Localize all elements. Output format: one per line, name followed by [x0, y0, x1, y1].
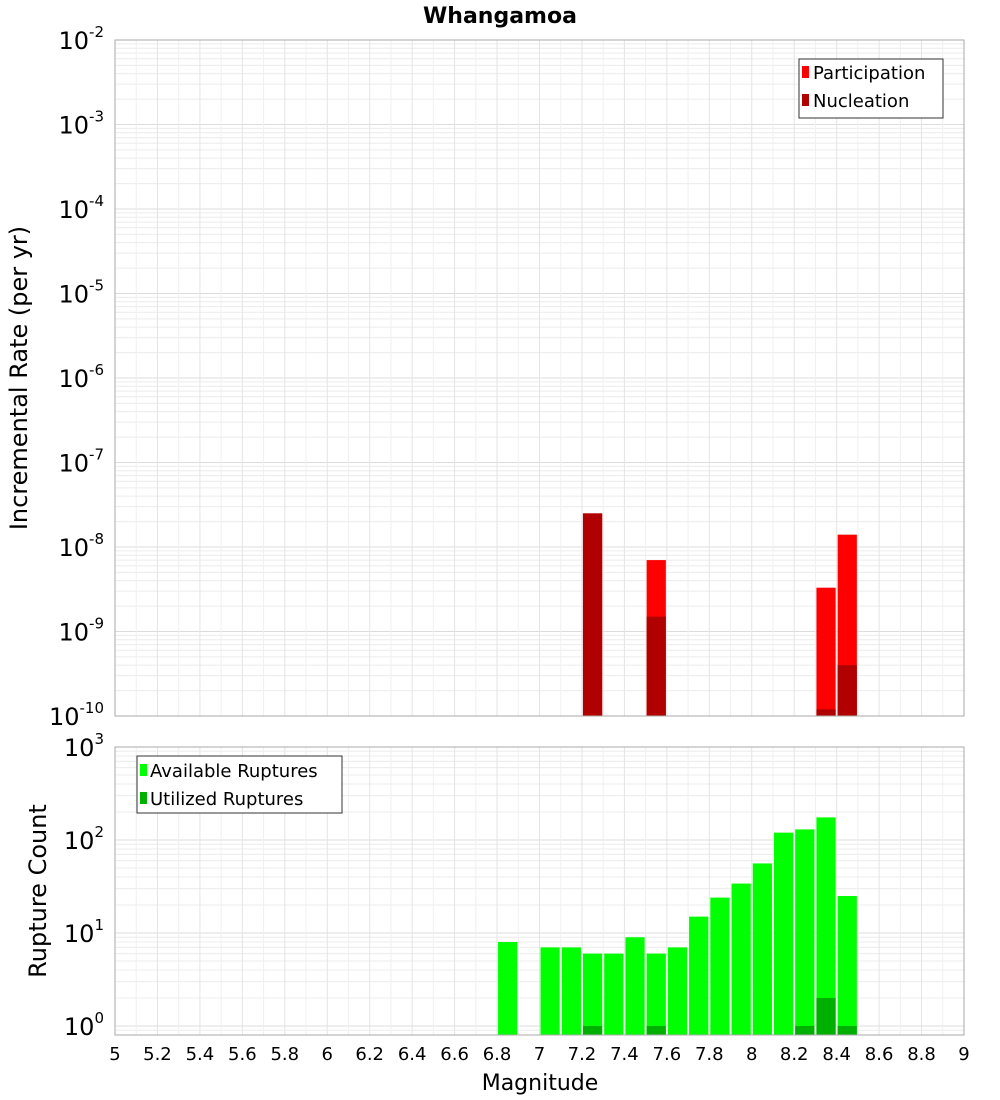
- y-tick-label: 10-2: [58, 23, 104, 55]
- count-y-ticks: 103 102 101 100: [64, 730, 104, 1041]
- count-bar-series2: [837, 1025, 857, 1035]
- x-ticks: 5 5.2 5.4 5.6 5.8 6 6.2 6.4 6.6 6.8 7 7.2 7.4 7.6 7.8 8…: [109, 1044, 969, 1065]
- rate-bar-series2: [646, 616, 666, 716]
- count-bars: [498, 817, 857, 1035]
- x-tick-label: 8.8: [907, 1044, 936, 1065]
- x-tick-label: 8.4: [822, 1044, 851, 1065]
- rate-grid: [114, 39, 965, 717]
- rate-bar-series2: [582, 513, 603, 716]
- y-tick-label: 10-6: [58, 361, 104, 393]
- y-tick-label: 101: [64, 916, 104, 948]
- legend-label-participation: Participation: [813, 63, 925, 84]
- rate-y-axis-label: Incremental Rate (per yr): [5, 226, 33, 530]
- rate-plot-border: [114, 39, 965, 717]
- count-legend: Available Ruptures Utilized Ruptures: [136, 755, 343, 814]
- rate-bar-series1: [816, 587, 836, 716]
- x-tick-label: 9: [958, 1044, 969, 1065]
- rate-y-ticks: 10-2 10-3 10-4 10-5 10-6 10-7 10-8 10-9 10-10: [49, 23, 104, 731]
- x-tick-label: 7.8: [695, 1044, 724, 1065]
- x-tick-label: 5.6: [228, 1044, 257, 1065]
- rate-panel: 10-2 10-3 10-4 10-5 10-6 10-7 10-8 10-9 10-10 In…: [5, 23, 965, 731]
- x-tick-label: 6.8: [483, 1044, 512, 1065]
- chart-title: Whangamoa: [423, 4, 577, 29]
- count-bar-series2: [795, 1025, 815, 1035]
- x-tick-label: 6.4: [398, 1044, 427, 1065]
- rate-legend-box: [798, 58, 944, 119]
- x-tick-label: 8.2: [780, 1044, 809, 1065]
- count-bar-series1: [816, 817, 836, 1035]
- legend-label-utilized: Utilized Ruptures: [150, 789, 303, 810]
- count-legend-box: [136, 755, 343, 814]
- legend-swatch-nucleation: [802, 94, 809, 106]
- x-tick-label: 6.6: [440, 1044, 469, 1065]
- y-tick-label: 10-7: [58, 446, 104, 478]
- count-bar-series1: [667, 947, 688, 1035]
- rate-bar-series2: [837, 665, 857, 716]
- count-bar-series1: [540, 947, 560, 1035]
- x-tick-label: 5.2: [143, 1044, 172, 1065]
- count-plot-border: [114, 746, 965, 1036]
- y-tick-label: 10-9: [58, 615, 104, 647]
- count-bar-series1: [582, 953, 603, 1035]
- rate-legend: Participation Nucleation: [798, 58, 944, 119]
- count-bar-series1: [604, 953, 624, 1035]
- legend-swatch-utilized: [140, 792, 147, 804]
- count-bar-series1: [731, 883, 751, 1035]
- legend-label-available: Available Ruptures: [150, 761, 318, 782]
- y-tick-label: 10-4: [58, 192, 104, 224]
- count-bar-series1: [795, 829, 815, 1035]
- count-y-axis-label: Rupture Count: [24, 804, 52, 978]
- legend-swatch-participation: [802, 66, 809, 78]
- count-bar-series2: [582, 1025, 603, 1035]
- x-tick-label: 6: [322, 1044, 333, 1065]
- x-tick-label: 5.4: [186, 1044, 215, 1065]
- count-bar-series1: [689, 916, 709, 1035]
- legend-label-nucleation: Nucleation: [813, 91, 909, 112]
- x-tick-label: 5: [109, 1044, 120, 1065]
- count-bar-series1: [710, 897, 730, 1035]
- count-bar-series2: [646, 1025, 666, 1035]
- count-panel: 103 102 101 100 5 5.2 5.4 5.6 5.8 6 6.2 6.4 6.6 6.8 7…: [24, 730, 970, 1096]
- y-tick-label: 103: [64, 730, 104, 762]
- y-tick-label: 102: [64, 823, 104, 855]
- count-bar-series1: [498, 942, 518, 1035]
- count-bar-series1: [773, 832, 794, 1035]
- x-tick-label: 5.8: [270, 1044, 299, 1065]
- x-tick-label: 7.6: [653, 1044, 682, 1065]
- y-tick-label: 10-3: [58, 108, 104, 140]
- x-tick-label: 7.4: [610, 1044, 639, 1065]
- count-bar-series1: [625, 937, 645, 1035]
- x-tick-label: 8.6: [865, 1044, 894, 1065]
- x-tick-label: 7: [534, 1044, 545, 1065]
- x-tick-label: 6.2: [355, 1044, 384, 1065]
- y-tick-label: 10-5: [58, 277, 104, 309]
- count-bar-series2: [816, 997, 836, 1035]
- count-bar-series1: [561, 947, 581, 1035]
- x-tick-label: 8: [746, 1044, 757, 1065]
- legend-swatch-available: [140, 764, 147, 776]
- y-tick-label: 10-8: [58, 530, 104, 562]
- count-bar-series1: [646, 953, 666, 1035]
- x-tick-label: 7.2: [568, 1044, 597, 1065]
- y-tick-label: 100: [64, 1009, 104, 1041]
- count-bar-series1: [837, 895, 857, 1035]
- rate-bar-series2: [816, 709, 836, 716]
- y-tick-label: 10-10: [49, 699, 104, 731]
- rate-bars: [582, 513, 857, 716]
- count-bar-series1: [752, 863, 772, 1035]
- x-axis-label: Magnitude: [482, 1071, 599, 1096]
